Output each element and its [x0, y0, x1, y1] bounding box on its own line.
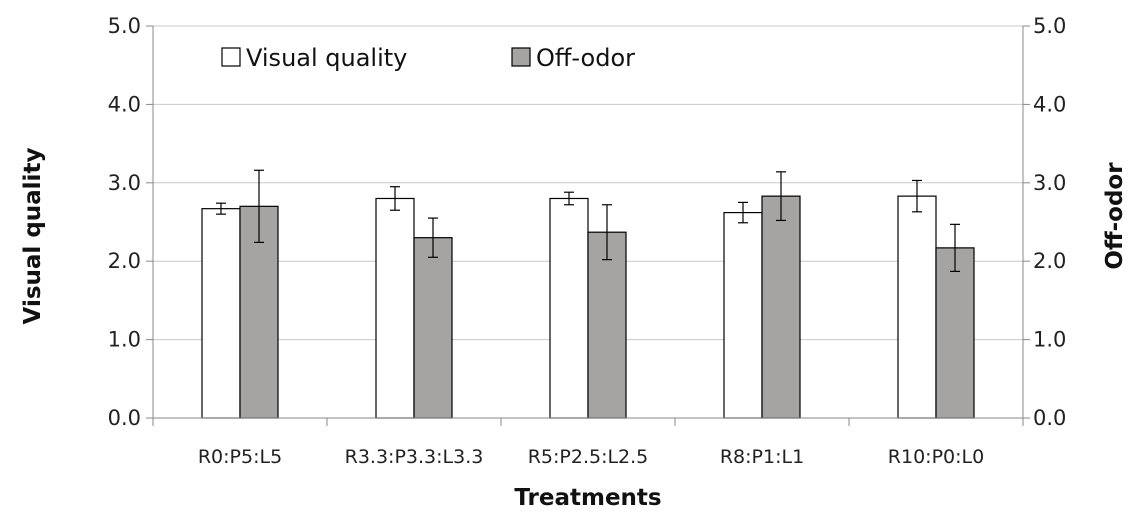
- legend-swatch: [221, 47, 241, 67]
- y-tick-label: 1.0: [108, 328, 141, 352]
- y2-tick-label: 1.0: [1033, 328, 1066, 352]
- x-category-label: R0:P5:L5: [198, 446, 282, 468]
- visual-quality-bar: [723, 211, 763, 419]
- y-tick-label: 0.0: [108, 406, 141, 430]
- x-category-label: R8:P1:L1: [720, 446, 804, 468]
- visual-quality-bar: [201, 208, 241, 419]
- bars: [201, 169, 975, 419]
- legend-swatch: [511, 47, 531, 67]
- y2-axis-title: Off-odor: [1102, 162, 1128, 270]
- y-tick-label: 2.0: [108, 249, 141, 273]
- off-odor-bar: [413, 237, 453, 419]
- y-tick-label: 4.0: [108, 92, 141, 116]
- labels: 0.0 1.0 2.0 3.0 4.0 5.0 0.0 1.0 2.0 3.0 4.0 5.0 R0:P…: [20, 14, 1128, 511]
- axes: [146, 25, 1030, 426]
- off-odor-bar: [761, 195, 801, 419]
- y2-tick-label: 5.0: [1033, 14, 1066, 38]
- x-axis-title: Treatments: [514, 485, 661, 511]
- x-category-label: R5:P2.5:L2.5: [528, 446, 649, 468]
- y-tick-label: 3.0: [108, 171, 141, 195]
- y-tick-label: 5.0: [108, 14, 141, 38]
- legend-label: Off-odor: [536, 44, 635, 72]
- off-odor-bar: [587, 231, 627, 419]
- x-category-label: R10:P0:L0: [888, 446, 984, 468]
- visual-quality-bar: [549, 197, 589, 419]
- visual-quality-bar: [375, 197, 415, 419]
- visual-quality-bar: [897, 195, 937, 419]
- off-odor-bar: [935, 247, 975, 419]
- x-category-label: R3.3:P3.3:L3.3: [345, 446, 484, 468]
- legend-label: Visual quality: [246, 44, 407, 72]
- legend: Visual quality Off-odor: [221, 44, 635, 72]
- y2-tick-label: 0.0: [1033, 406, 1066, 430]
- y2-tick-label: 3.0: [1033, 171, 1066, 195]
- y-axis-title: Visual quality: [20, 148, 46, 325]
- y2-tick-label: 2.0: [1033, 249, 1066, 273]
- gridlines: [153, 25, 1023, 341]
- y2-tick-label: 4.0: [1033, 92, 1066, 116]
